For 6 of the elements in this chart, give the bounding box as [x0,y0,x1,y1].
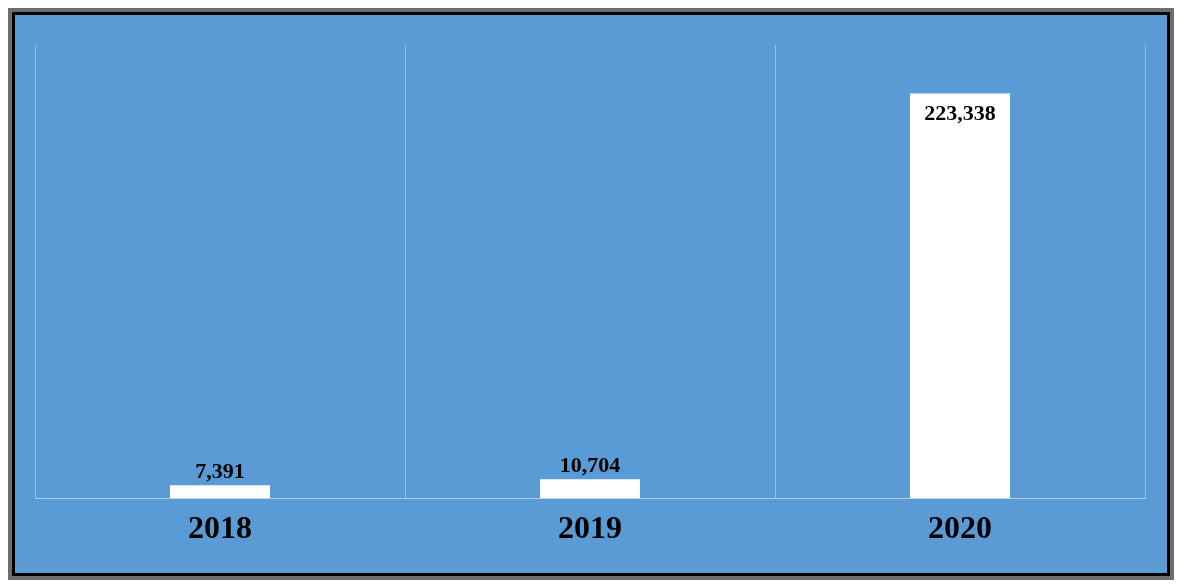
data-label: 223,338 [924,100,996,126]
x-tick-label: 2019 [558,509,622,546]
x-tick-label: 2020 [928,509,992,546]
data-label: 7,391 [195,457,245,483]
x-tick-label: 2018 [188,509,252,546]
data-label: 10,704 [559,451,621,477]
